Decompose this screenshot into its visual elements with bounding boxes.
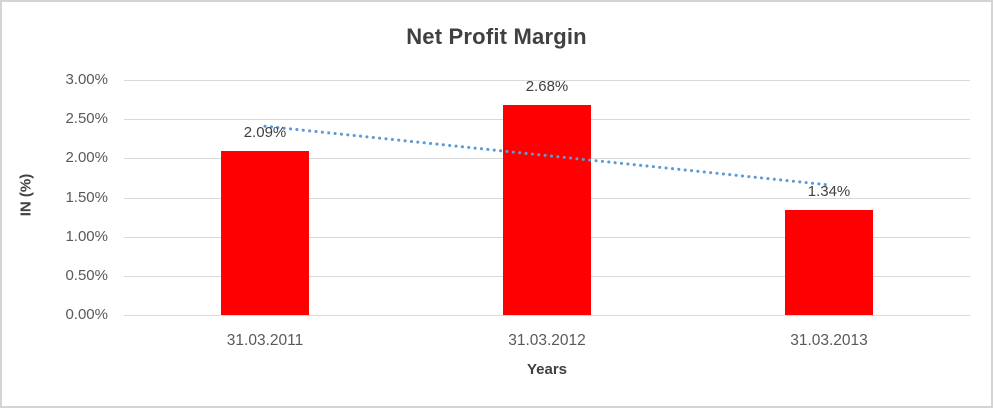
y-tick-label: 2.00% bbox=[65, 149, 108, 167]
y-tick-label: 2.50% bbox=[65, 110, 108, 128]
y-tick-label: 0.00% bbox=[65, 306, 108, 323]
gridline bbox=[124, 80, 970, 81]
bar-31.03.2013 bbox=[785, 210, 873, 315]
x-tick-label: 31.03.2011 bbox=[226, 332, 304, 349]
bar-31.03.2012 bbox=[503, 105, 591, 315]
plot-area: 2.09% 2.68% 1.34% bbox=[124, 78, 970, 316]
x-tick-label: 31.03.2012 bbox=[508, 332, 586, 349]
y-tick-label: 0.50% bbox=[65, 266, 108, 284]
data-label: 1.34% bbox=[807, 183, 851, 201]
data-label: 2.09% bbox=[243, 124, 287, 142]
x-axis-title: Years bbox=[526, 361, 568, 378]
y-tick-label: 1.00% bbox=[65, 227, 108, 245]
y-tick-label: 1.50% bbox=[65, 188, 108, 206]
bar-31.03.2011 bbox=[221, 151, 309, 315]
gridline bbox=[124, 315, 970, 316]
data-label: 2.68% bbox=[525, 78, 569, 96]
x-tick-label: 31.03.2013 bbox=[790, 332, 868, 349]
y-tick-label: 3.00% bbox=[65, 71, 108, 88]
chart-title: Net Profit Margin bbox=[406, 24, 587, 49]
